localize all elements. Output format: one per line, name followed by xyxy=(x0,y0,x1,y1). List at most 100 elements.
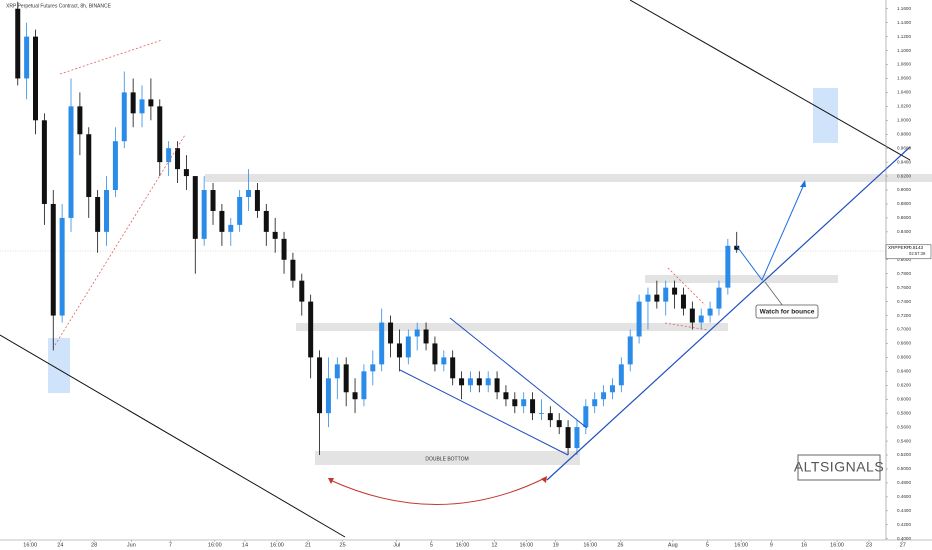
y-tick-label: 0.8800 xyxy=(897,201,911,206)
y-tick-label: 0.9400 xyxy=(897,159,911,164)
candle-body xyxy=(308,301,314,358)
y-tick-label: 0.5400 xyxy=(897,438,911,443)
channel-line xyxy=(629,0,911,161)
candle-body xyxy=(672,287,678,295)
y-tick-label: 0.7600 xyxy=(897,285,911,290)
x-tick-label: 16:00 xyxy=(270,542,284,548)
candle-body xyxy=(299,280,305,302)
candle-body xyxy=(592,399,598,407)
x-tick-label: Aug xyxy=(668,542,678,548)
y-tick-label: 0.6400 xyxy=(897,369,911,374)
candle-body xyxy=(130,92,136,114)
candle-body xyxy=(450,357,456,379)
candle-body xyxy=(538,413,544,414)
candle-body xyxy=(254,190,260,211)
candle-body xyxy=(698,315,704,323)
x-tick-label: 9 xyxy=(770,542,773,548)
candle-body xyxy=(414,329,420,337)
candle-body xyxy=(68,106,74,218)
x-tick-label: 16:00 xyxy=(583,542,597,548)
y-tick-label: 0.7800 xyxy=(897,271,911,276)
candle-body xyxy=(166,148,172,163)
candle-body xyxy=(512,399,518,407)
drawings-front: Watch for bounce DOUBLE BOTTOM ALTSIGNAL… xyxy=(0,0,911,538)
candle-body xyxy=(263,210,269,232)
y-tick-label: 1.1000 xyxy=(897,48,911,53)
trend-line xyxy=(546,146,911,481)
x-tick-label: 7 xyxy=(169,542,172,548)
drawings-back xyxy=(0,88,932,465)
x-tick-label: 19 xyxy=(553,542,559,548)
candle-body xyxy=(334,364,340,379)
candle-body xyxy=(15,8,21,79)
candle-body xyxy=(112,141,118,191)
candle-body xyxy=(77,106,83,135)
y-tick-label: 0.8400 xyxy=(897,229,911,234)
resistance-zone xyxy=(205,174,932,182)
candle-body xyxy=(219,210,225,232)
candle-body xyxy=(59,217,65,316)
candle-body xyxy=(33,36,39,121)
price-tag xyxy=(885,244,932,260)
target-box xyxy=(48,338,70,393)
countdown-label: 02:57:39 xyxy=(909,251,926,256)
y-tick-label: 0.9200 xyxy=(897,173,911,178)
candle-body xyxy=(86,134,92,198)
support-zone xyxy=(296,323,728,331)
candle-body xyxy=(459,378,465,386)
y-tick-label: 0.6200 xyxy=(897,383,911,388)
candle-body xyxy=(423,329,429,344)
candle-body xyxy=(396,343,402,358)
target-box xyxy=(813,88,838,143)
candle-body xyxy=(663,287,669,302)
candle-body xyxy=(485,378,491,386)
y-tick-label: 0.7000 xyxy=(897,327,911,332)
candle-body xyxy=(121,92,127,142)
y-tick-label: 1.0400 xyxy=(897,90,911,95)
candle-body xyxy=(325,378,331,414)
y-tick-label: 0.9000 xyxy=(897,187,911,192)
y-tick-label: 0.4800 xyxy=(897,480,911,485)
x-tick-label: Jun xyxy=(127,542,136,548)
candle-body xyxy=(716,287,722,309)
y-tick-label: 0.4000 xyxy=(897,536,911,541)
candle-body xyxy=(272,231,278,239)
candle-body xyxy=(370,364,376,372)
candle-body xyxy=(192,176,198,239)
projection-path xyxy=(735,181,806,281)
x-tick-label: 21 xyxy=(305,542,311,548)
candle-body xyxy=(317,357,323,414)
arrow-head xyxy=(800,180,806,187)
candle-body xyxy=(547,413,553,421)
y-tick-label: 0.6600 xyxy=(897,355,911,360)
candle-body xyxy=(157,106,163,163)
candle-body xyxy=(494,378,500,393)
y-tick-label: 0.5800 xyxy=(897,410,911,415)
candle-body xyxy=(689,308,695,323)
x-tick-label: 24 xyxy=(57,542,63,548)
x-tick-label: 14 xyxy=(242,542,248,548)
x-tick-label: Jul xyxy=(393,542,400,548)
candle-body xyxy=(104,190,110,232)
candle-body xyxy=(441,357,447,365)
double-bottom-zone xyxy=(315,451,580,465)
y-tick-label: 0.5200 xyxy=(897,452,911,457)
dashed-line xyxy=(667,267,706,306)
candle-body xyxy=(237,197,243,225)
candle-body xyxy=(201,190,207,239)
x-tick-label: 23 xyxy=(866,542,872,548)
candle-body xyxy=(601,392,607,400)
candle-body xyxy=(95,197,101,232)
candle-body xyxy=(405,336,411,358)
candle-body xyxy=(725,245,731,288)
curved-arrow xyxy=(329,477,546,505)
y-tick-label: 1.0600 xyxy=(897,76,911,81)
candle-body xyxy=(574,427,580,449)
x-tick-label: 26 xyxy=(617,542,623,548)
x-tick-label: 16:00 xyxy=(456,542,470,548)
candle-body xyxy=(379,322,385,365)
candle-body xyxy=(175,148,181,170)
